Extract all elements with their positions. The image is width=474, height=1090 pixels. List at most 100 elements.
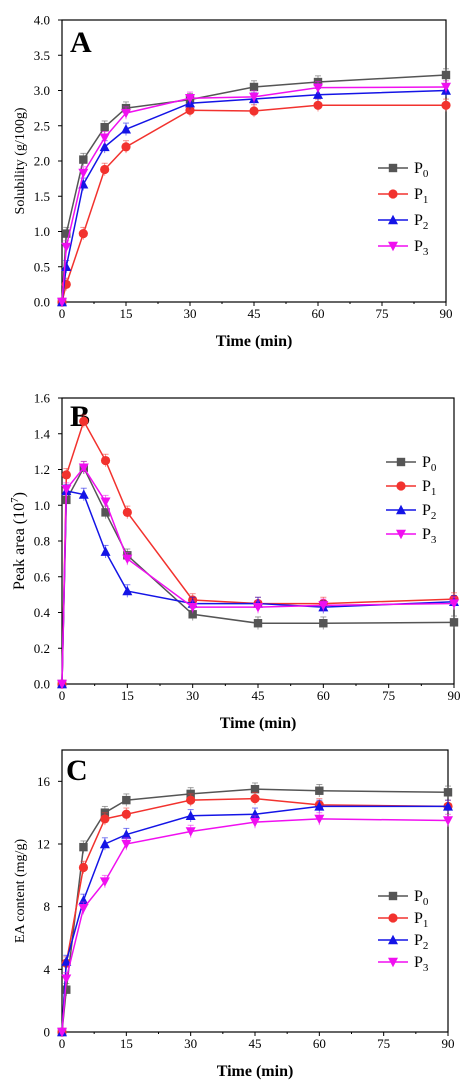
data-point — [122, 507, 132, 517]
data-point — [315, 786, 324, 795]
legend-marker — [388, 913, 398, 923]
legend-item-P1: P1 — [378, 910, 428, 930]
data-point — [99, 838, 110, 849]
legend-marker — [396, 481, 406, 491]
series-P1 — [57, 98, 451, 307]
x-tick-label: 30 — [186, 688, 199, 703]
data-point — [62, 229, 71, 238]
legend-item-P2: P2 — [378, 212, 428, 232]
x-tick-label: 30 — [184, 1036, 197, 1051]
x-tick-label: 30 — [184, 306, 197, 321]
chart-panel-B: B0 15 30 45 60 75 900.00.20.40.60.81.01.21.41.… — [9, 391, 461, 733]
y-axis-title: Solubility (g/100g) — [13, 107, 28, 214]
y-tick-label: 0.0 — [34, 295, 50, 310]
data-point — [100, 122, 109, 132]
series-line — [61, 89, 447, 303]
legend-label: P1 — [414, 910, 428, 930]
panel-label: C — [66, 754, 88, 787]
series-P3 — [57, 460, 459, 690]
legend-item-P3: P3 — [378, 954, 429, 974]
y-tick-label: 1.5 — [34, 189, 50, 204]
legend-marker — [396, 504, 406, 515]
y-tick-label: 12 — [37, 837, 50, 852]
data-point — [78, 168, 89, 179]
data-point — [57, 679, 67, 690]
y-tick-label: 0.6 — [34, 569, 51, 584]
data-point — [99, 133, 110, 143]
series-P3 — [57, 812, 453, 1038]
data-point — [443, 788, 453, 797]
data-point — [78, 862, 89, 873]
y-axis-title: Peak area (107) — [9, 492, 28, 590]
data-point — [100, 814, 110, 824]
data-point — [249, 82, 259, 92]
data-point — [121, 839, 132, 850]
x-tick-label: 90 — [440, 306, 453, 321]
x-tick-label: 15 — [120, 306, 133, 321]
legend-label: P3 — [414, 238, 429, 258]
legend-marker — [388, 934, 398, 945]
data-point — [250, 793, 260, 804]
data-point — [57, 297, 67, 308]
data-point — [186, 795, 196, 805]
x-axis-title: Time (min) — [220, 715, 297, 732]
y-tick-label: 1.4 — [34, 426, 51, 441]
data-point — [101, 508, 110, 517]
legend-label: P3 — [414, 954, 429, 974]
x-tick-label: 45 — [252, 688, 265, 703]
data-point — [449, 599, 459, 609]
y-tick-label: 0.0 — [34, 677, 50, 692]
x-tick-label: 45 — [248, 306, 261, 321]
data-point — [79, 842, 88, 852]
legend-item-P3: P3 — [386, 526, 437, 546]
data-point — [188, 610, 197, 619]
data-point — [100, 497, 111, 507]
legend-item-P2: P2 — [378, 932, 428, 952]
x-tick-label: 75 — [382, 688, 395, 703]
data-point — [250, 817, 260, 828]
x-tick-label: 90 — [448, 688, 461, 703]
data-point — [185, 827, 196, 837]
x-tick-label: 75 — [376, 306, 389, 321]
x-tick-label: 90 — [442, 1036, 455, 1051]
y-tick-label: 0.5 — [34, 259, 50, 274]
legend-marker — [388, 891, 398, 901]
data-point — [100, 546, 111, 556]
legend-label: P2 — [414, 212, 428, 232]
x-tick-label: 60 — [312, 306, 325, 321]
data-point — [79, 416, 89, 426]
data-point — [57, 1027, 67, 1038]
data-point — [61, 261, 72, 271]
data-point — [61, 470, 71, 480]
data-point — [62, 985, 71, 994]
data-point — [61, 242, 72, 253]
legend-label: P1 — [414, 186, 428, 206]
legend-label: P2 — [414, 932, 428, 952]
x-tick-label: 0 — [59, 688, 66, 703]
series-line — [61, 818, 449, 1033]
y-tick-label: 16 — [37, 774, 51, 789]
legend-item-P0: P0 — [378, 160, 429, 180]
legend-marker — [388, 214, 398, 225]
series-P1 — [57, 414, 459, 689]
y-tick-label: 8 — [44, 899, 51, 914]
x-tick-label: 60 — [317, 688, 330, 703]
legend-marker — [396, 457, 406, 467]
legend-item-P1: P1 — [386, 478, 436, 498]
legend-label: P3 — [422, 526, 437, 546]
y-tick-label: 1.0 — [34, 498, 50, 513]
data-point — [250, 784, 260, 794]
legend-marker — [388, 241, 398, 252]
data-point — [187, 602, 198, 613]
data-point — [314, 801, 325, 811]
data-point — [314, 814, 325, 825]
data-point — [441, 82, 451, 93]
series-line — [61, 466, 455, 685]
data-point — [313, 89, 323, 99]
data-point — [313, 83, 323, 93]
x-tick-label: 75 — [377, 1036, 390, 1051]
y-tick-label: 0 — [44, 1025, 51, 1040]
data-point — [78, 463, 89, 473]
data-point — [100, 455, 111, 466]
x-tick-label: 60 — [313, 1036, 326, 1051]
